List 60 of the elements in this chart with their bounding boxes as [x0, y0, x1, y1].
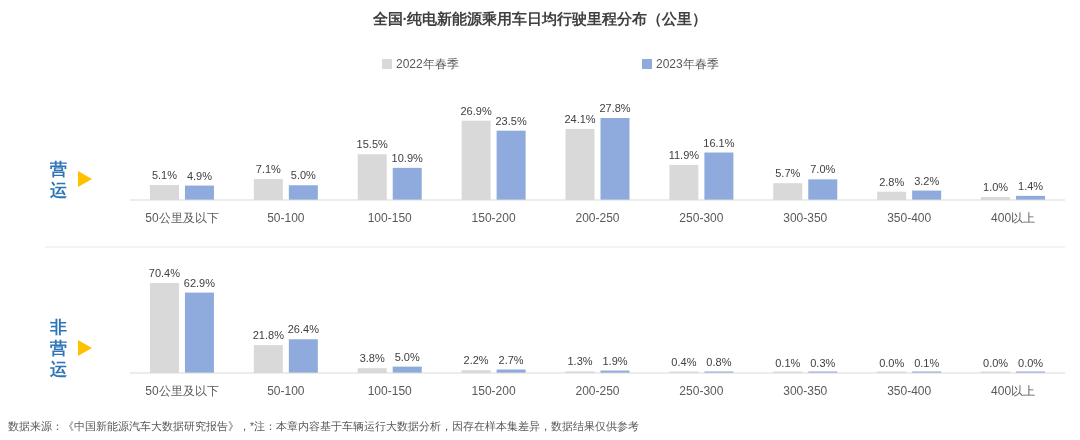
- data-label: 27.8%: [599, 102, 631, 114]
- data-label: 1.9%: [602, 354, 628, 367]
- data-label: 5.0%: [394, 350, 420, 363]
- y-axis-title: 营运: [48, 159, 67, 200]
- x-tick-label: 150-200: [471, 384, 516, 398]
- chart-title: 全国·纯电新能源乘用车日均行驶里程分布（公里）: [371, 10, 708, 27]
- data-label: 0.0%: [1018, 357, 1044, 369]
- data-label: 26.9%: [460, 104, 492, 117]
- data-label: 62.9%: [183, 276, 216, 289]
- data-label: 7.1%: [255, 163, 282, 176]
- data-label: 26.4%: [287, 323, 320, 336]
- x-tick-label: 350-400: [887, 384, 932, 398]
- y-axis-title: 非营运: [48, 318, 67, 379]
- data-label: 0.8%: [706, 355, 732, 368]
- data-label: 0.3%: [810, 356, 836, 369]
- data-label: 0.1%: [914, 356, 940, 369]
- x-tick-label: 250-300: [679, 384, 724, 398]
- data-label: 16.1%: [703, 136, 735, 149]
- source-note: 数据来源：《中国新能源汽车大数据研究报告》，*注：本章内容基于车辆运行大数据分析，因存在样本集差异，数据结果仅供参考: [8, 420, 640, 432]
- data-label: 11.9%: [668, 148, 700, 161]
- data-label: 3.2%: [914, 174, 940, 187]
- data-label: 5.1%: [151, 168, 178, 181]
- x-tick-label: 50-100: [267, 211, 305, 225]
- data-label: 2.8%: [879, 175, 905, 188]
- legend-label: 2023年春季: [656, 57, 719, 71]
- data-label: 0.4%: [671, 356, 697, 369]
- x-tick-label: 200-250: [575, 384, 620, 398]
- data-label: 3.8%: [359, 352, 385, 365]
- data-label: 0.0%: [983, 357, 1009, 369]
- data-label: 4.9%: [186, 169, 213, 182]
- x-tick-label: 100-150: [367, 384, 413, 398]
- data-label: 0.1%: [775, 356, 801, 369]
- data-label: 0.0%: [879, 357, 905, 369]
- x-tick-label: 50公里及以下: [145, 384, 219, 398]
- data-label: 10.9%: [391, 151, 424, 164]
- x-tick-label: 350-400: [887, 211, 932, 225]
- x-tick-label: 200-250: [575, 211, 620, 225]
- x-tick-label: 400以上: [991, 384, 1036, 398]
- data-label: 70.4%: [148, 267, 181, 279]
- x-tick-label: 400以上: [991, 211, 1036, 225]
- data-label: 21.8%: [252, 329, 285, 342]
- data-label: 1.3%: [567, 355, 593, 368]
- x-tick-label: 50-100: [267, 384, 305, 398]
- data-label: 15.5%: [356, 138, 389, 151]
- x-tick-label: 250-300: [679, 211, 724, 225]
- x-tick-label: 300-350: [783, 384, 828, 398]
- x-tick-label: 300-350: [783, 211, 828, 225]
- data-label: 24.1%: [564, 112, 596, 125]
- data-label: 5.7%: [775, 167, 801, 180]
- data-label: 2.7%: [498, 353, 524, 366]
- x-tick-label: 50公里及以下: [145, 211, 219, 225]
- data-label: 2.2%: [463, 354, 489, 367]
- data-label: 5.0%: [290, 169, 317, 182]
- x-tick-label: 100-150: [367, 211, 413, 225]
- data-label: 23.5%: [495, 114, 527, 127]
- data-label: 1.0%: [983, 181, 1009, 194]
- legend-label: 2022年春季: [396, 57, 459, 71]
- x-tick-label: 150-200: [471, 211, 516, 225]
- data-label: 1.4%: [1018, 179, 1044, 192]
- data-label: 7.0%: [810, 163, 836, 176]
